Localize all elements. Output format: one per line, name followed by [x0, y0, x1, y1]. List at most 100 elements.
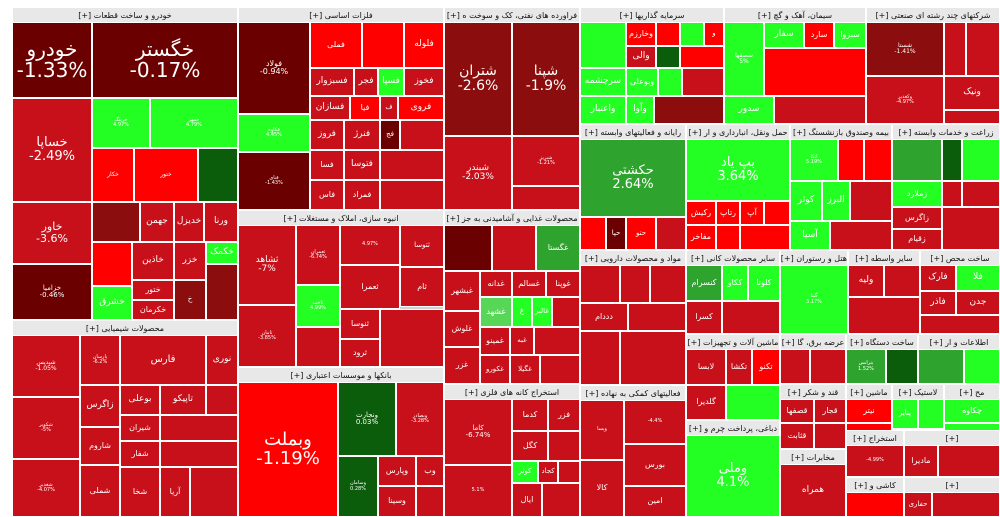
stock-tile[interactable] — [962, 181, 1000, 207]
stock-tile[interactable] — [942, 139, 962, 181]
sector-title[interactable]: قند و شکر [+] — [781, 385, 845, 400]
stock-tile[interactable] — [580, 22, 626, 68]
stock-tile[interactable]: فروی — [398, 96, 444, 120]
sector-title[interactable]: محصولات غذایی و آشامیدنی به جز [+] — [445, 211, 579, 226]
stock-tile[interactable] — [362, 22, 404, 68]
sector-title[interactable]: سیمان، آهک و گچ [+] — [725, 8, 865, 23]
stock-tile[interactable]: شپنا -1.9% — [512, 22, 580, 136]
stock-tile[interactable] — [920, 315, 1000, 334]
stock-tile[interactable] — [296, 327, 340, 367]
stock-tile[interactable] — [620, 265, 650, 303]
stock-tile[interactable]: سبزوا — [834, 22, 866, 48]
sector-title[interactable]: بیمه وصندوق بازنشستگ [+] — [791, 125, 891, 140]
stock-tile[interactable]: ثامان -3.85% — [238, 305, 296, 367]
stock-tile[interactable]: کالا — [580, 460, 624, 517]
stock-tile[interactable]: تاپیکو — [160, 385, 206, 415]
stock-tile[interactable]: والی — [626, 46, 656, 68]
stock-tile[interactable]: خ — [174, 280, 206, 320]
stock-tile[interactable]: وسینا — [378, 486, 416, 517]
stock-tile[interactable]: غوپنا — [546, 271, 580, 297]
stock-tile[interactable]: پارسان -6.2% — [80, 335, 120, 385]
sector-title[interactable]: سایر محصولات کانی [+] — [687, 251, 779, 266]
stock-tile[interactable]: فسازان — [310, 96, 350, 120]
stock-tile[interactable]: تکشا — [726, 349, 752, 385]
stock-tile[interactable]: وملی 4.1% — [686, 435, 780, 517]
sector-title[interactable]: سایر واسطه [+] — [849, 251, 919, 266]
stock-tile[interactable]: شکویر -5% — [12, 397, 80, 459]
stock-tile[interactable] — [92, 242, 132, 286]
stock-tile[interactable]: قثابت — [780, 423, 814, 449]
stock-tile[interactable]: ونیک — [944, 76, 1000, 110]
stock-tile[interactable] — [548, 431, 580, 461]
stock-tile[interactable]: غسالم — [512, 271, 546, 297]
stock-tile[interactable]: امین — [624, 486, 686, 517]
stock-tile[interactable] — [580, 217, 606, 250]
stock-tile[interactable]: خدیزل — [174, 202, 204, 242]
stock-tile[interactable]: ککاو — [722, 265, 748, 301]
stock-tile[interactable]: وپسا — [580, 400, 624, 460]
stock-tile[interactable]: شتران -2.6% — [444, 22, 512, 136]
stock-tile[interactable]: وب — [416, 456, 444, 486]
stock-tile[interactable] — [680, 22, 704, 46]
stock-tile[interactable]: سرچشمه — [580, 68, 626, 96]
stock-tile[interactable] — [716, 225, 740, 250]
stock-tile[interactable]: 4.97% — [340, 225, 400, 265]
sector-title[interactable]: رایانه و فعالیتهای وابسته [+] — [581, 125, 685, 140]
stock-tile[interactable] — [198, 148, 238, 202]
sector-title[interactable]: ماشین [+] — [847, 385, 891, 400]
stock-tile[interactable]: کگل — [512, 431, 548, 461]
stock-tile[interactable]: کجاد — [538, 461, 558, 483]
stock-tile[interactable]: شپدیس -1.05% — [12, 335, 80, 397]
stock-tile[interactable] — [534, 327, 580, 355]
stock-tile[interactable]: قجار — [814, 399, 846, 423]
stock-tile[interactable] — [416, 486, 444, 517]
stock-tile[interactable] — [380, 150, 444, 180]
stock-tile[interactable]: آپ — [740, 201, 764, 225]
stock-tile[interactable] — [830, 221, 892, 250]
stock-tile[interactable]: فخوز — [404, 68, 444, 96]
stock-tile[interactable]: سصفها 5% — [724, 22, 764, 96]
stock-tile[interactable]: ثشاهد -7% — [238, 225, 296, 305]
stock-tile[interactable] — [810, 349, 846, 384]
stock-tile[interactable] — [654, 96, 724, 124]
stock-tile[interactable]: زاگرس — [892, 207, 942, 229]
sector-title[interactable]: فعالیتهای کمکی به نهاده [+] — [581, 386, 685, 401]
stock-tile[interactable]: رکیش — [686, 201, 716, 225]
stock-tile[interactable]: غدانه — [480, 271, 512, 297]
stock-tile[interactable]: کدما — [512, 399, 548, 431]
stock-tile[interactable]: گلدیرا — [686, 385, 726, 420]
stock-tile[interactable]: کاما -6.74% — [444, 399, 512, 465]
stock-tile[interactable]: خاور -3.6% — [12, 202, 92, 264]
stock-tile[interactable]: بوعلی — [120, 385, 160, 415]
stock-tile[interactable]: نیتر — [846, 399, 892, 423]
stock-tile[interactable]: ف — [380, 96, 398, 120]
stock-tile[interactable]: غلوش — [444, 311, 480, 347]
sector-title[interactable]: انبوه سازی، املاک و مستغلات [+] — [239, 211, 443, 226]
stock-tile[interactable]: و — [704, 22, 724, 46]
stock-tile[interactable] — [620, 331, 686, 385]
stock-tile[interactable] — [944, 22, 966, 76]
stock-tile[interactable]: خرینگ 4.97% — [92, 98, 150, 148]
stock-tile[interactable]: ورنا — [204, 202, 238, 242]
stock-tile[interactable]: خکرمان — [132, 300, 174, 320]
stock-tile[interactable] — [656, 22, 680, 46]
stock-tile[interactable]: آریا — [160, 467, 190, 517]
sector-title[interactable]: مح [+] — [945, 385, 999, 400]
stock-tile[interactable] — [190, 467, 238, 517]
stock-tile[interactable]: فسپا — [378, 68, 404, 96]
stock-tile[interactable]: غمینو — [480, 327, 510, 355]
stock-tile[interactable]: ایال — [512, 483, 542, 517]
stock-tile[interactable] — [552, 297, 580, 327]
stock-tile[interactable]: بترانس 1.52% — [846, 349, 886, 384]
stock-tile[interactable] — [944, 110, 1000, 124]
stock-tile[interactable] — [206, 264, 238, 320]
stock-tile[interactable]: فنرژ — [344, 120, 380, 150]
stock-tile[interactable]: قصفها — [780, 399, 814, 423]
stock-tile[interactable] — [850, 181, 892, 221]
stock-tile[interactable]: سدور — [724, 96, 774, 124]
stock-tile[interactable] — [492, 225, 536, 271]
sector-title[interactable]: حمل ونقل، انبارداری و ار [+] — [687, 125, 789, 140]
stock-tile[interactable]: خساپا -2.49% — [12, 98, 92, 202]
sector-title[interactable]: ماشین آلات و تجهیزات [+] — [687, 335, 779, 350]
stock-tile[interactable]: فمراد — [344, 180, 380, 210]
